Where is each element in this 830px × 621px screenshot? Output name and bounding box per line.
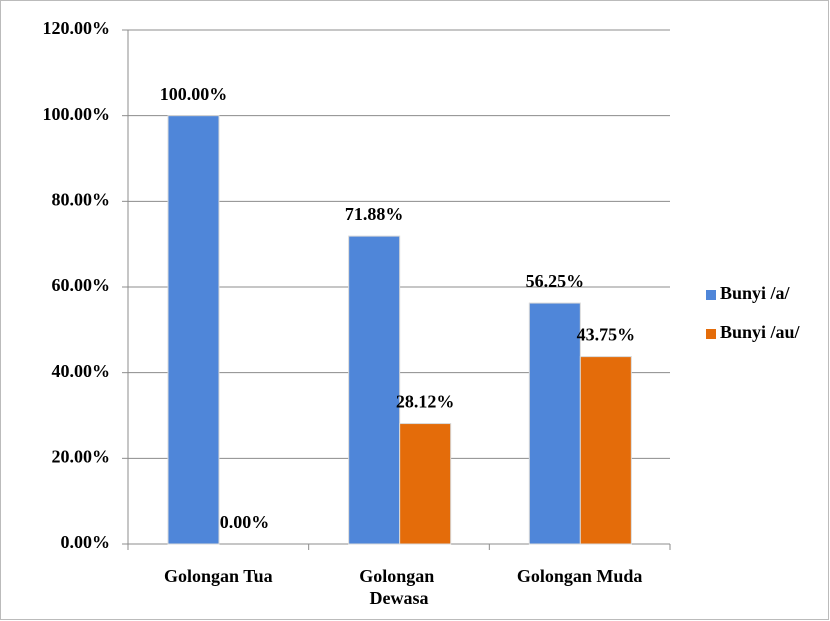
legend-swatch [706,329,716,339]
legend-label: Bunyi /a/ [720,283,791,303]
data-label: 43.75% [577,325,636,345]
data-label: 56.25% [526,271,585,291]
bar [579,356,632,545]
legend-swatch [706,290,716,300]
legend-label: Bunyi /au/ [720,322,801,342]
y-tick-label: 20.00% [52,446,111,466]
data-label: 28.12% [396,392,455,412]
y-tick-label: 120.00% [43,18,111,38]
x-tick-label-line: Golongan [359,566,439,586]
y-tick-label: 80.00% [52,189,111,209]
x-tick-label: Golongan Muda [517,566,643,586]
y-tick-label: 40.00% [52,361,111,381]
bar [348,235,401,545]
y-tick-label: 0.00% [61,532,111,552]
bar [528,302,581,545]
data-label: 100.00% [160,84,228,104]
y-tick-label: 60.00% [52,275,111,295]
y-tick-label: 100.00% [43,104,111,124]
x-tick-label: Golongan Dewasa [359,566,439,608]
bar [167,115,220,545]
x-tick-label: Golongan Tua [164,566,273,586]
x-tick-label-line: Dewasa [370,588,429,608]
data-label: 0.00% [220,512,270,532]
data-label: 71.88% [345,204,404,224]
bar [399,423,452,545]
